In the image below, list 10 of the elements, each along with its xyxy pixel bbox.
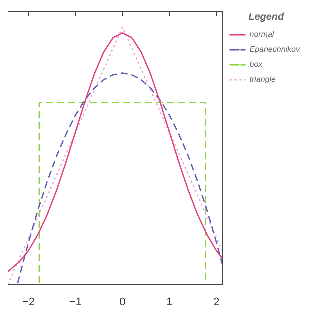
- legend-label: normal: [250, 30, 274, 40]
- legend-label: box: [250, 60, 264, 70]
- legend-label: Epanechnikov: [250, 45, 301, 54]
- x-tick-label: 2: [214, 296, 220, 308]
- x-tick-label: −2: [22, 296, 35, 308]
- x-tick-label: −1: [69, 296, 82, 308]
- x-tick-label: 0: [120, 296, 126, 308]
- x-tick-label: 1: [166, 296, 173, 308]
- legend-title: Legend: [248, 12, 286, 23]
- legend-label: triangle: [250, 75, 277, 84]
